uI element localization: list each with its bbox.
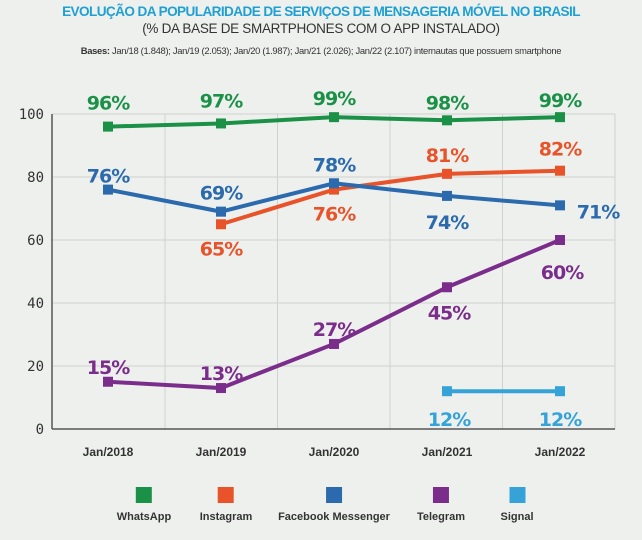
data-label: 76% xyxy=(87,166,130,188)
data-point-marker xyxy=(216,206,226,217)
data-label: 45% xyxy=(428,302,471,324)
legend-swatch xyxy=(433,487,449,503)
data-label: 60% xyxy=(541,262,584,284)
legend-label: Facebook Messenger xyxy=(278,511,390,523)
data-point-marker xyxy=(555,112,565,123)
data-label: 71% xyxy=(577,201,620,223)
data-point-marker xyxy=(216,383,226,394)
bases-text: Jan/18 (1.848); Jan/19 (2.053); Jan/20 (… xyxy=(109,45,562,56)
data-point-marker xyxy=(103,121,113,132)
data-point-marker xyxy=(329,112,339,123)
x-tick-label: Jan/2021 xyxy=(422,445,473,459)
data-point-marker xyxy=(442,386,452,397)
legend: WhatsApp Instagram Facebook Messenger Teleg… xyxy=(0,487,642,532)
legend-swatch xyxy=(135,487,152,503)
data-label: 99% xyxy=(313,88,356,110)
data-label: 81% xyxy=(426,145,469,167)
bases-label: Bases: xyxy=(80,45,110,56)
chart-subtitle: (% DA BASE DE SMARTPHONES COM O APP INST… xyxy=(142,21,500,36)
data-label: 74% xyxy=(426,212,469,234)
legend-swatch xyxy=(508,487,525,503)
chart-title: EVOLUÇÃO DA POPULARIDADE DE SERVIÇOS DE … xyxy=(62,4,580,19)
data-label: 65% xyxy=(200,238,243,260)
data-label: 98% xyxy=(426,92,469,114)
data-label: 69% xyxy=(200,183,243,205)
data-label: 76% xyxy=(313,204,356,226)
legend-swatch xyxy=(326,487,342,503)
y-tick-label: 20 xyxy=(27,359,44,375)
legend-item: Telegram xyxy=(417,487,465,523)
x-tick-label: Jan/2019 xyxy=(196,445,247,459)
legend-item: Instagram xyxy=(199,487,253,523)
data-point-marker xyxy=(555,165,565,176)
data-label: 99% xyxy=(539,90,582,112)
data-point-marker xyxy=(442,115,452,126)
y-tick-label: 40 xyxy=(27,296,44,312)
data-point-marker xyxy=(329,178,339,189)
data-point-marker xyxy=(555,386,565,397)
data-label: 12% xyxy=(539,409,582,431)
data-label: 13% xyxy=(200,363,243,385)
x-tick-label: Jan/2022 xyxy=(535,445,586,459)
y-tick-label: 60 xyxy=(27,233,44,249)
data-label: 96% xyxy=(87,93,130,115)
data-point-marker xyxy=(555,235,565,245)
y-tick-label: 80 xyxy=(27,170,44,186)
data-label: 97% xyxy=(200,90,243,112)
data-point-marker xyxy=(103,376,113,387)
line-chart: 0 20 40 60 80 100 Jan/2018 Jan/2019 Jan/2020 Jan/… xyxy=(19,88,621,459)
data-label: 27% xyxy=(313,319,356,341)
data-point-marker xyxy=(442,282,452,293)
data-point-marker xyxy=(442,168,452,179)
data-point-marker xyxy=(329,184,339,195)
legend-swatch xyxy=(217,487,234,503)
data-point-marker xyxy=(216,118,226,129)
data-label: 82% xyxy=(539,139,582,161)
legend-label: Signal xyxy=(500,511,534,523)
data-point-marker xyxy=(555,200,565,211)
legend-label: WhatsApp xyxy=(116,511,172,523)
y-tick-label: 100 xyxy=(19,107,44,123)
legend-item: Facebook Messenger xyxy=(278,487,390,523)
data-point-marker xyxy=(216,219,226,230)
data-point-marker xyxy=(103,184,113,195)
data-label: 12% xyxy=(428,409,471,431)
series-line-instagram xyxy=(220,168,561,227)
data-label: 78% xyxy=(313,154,356,176)
bases-note: Bases: Jan/18 (1.848); Jan/19 (2.053); J… xyxy=(0,45,642,56)
x-tick-label: Jan/2020 xyxy=(309,445,360,459)
data-label: 15% xyxy=(87,357,130,379)
data-point-marker xyxy=(329,338,339,349)
legend-label: Instagram xyxy=(199,511,253,523)
legend-label: Telegram xyxy=(416,511,466,523)
y-tick-label: 0 xyxy=(36,422,44,438)
x-tick-label: Jan/2018 xyxy=(83,445,134,459)
data-point-marker xyxy=(442,190,452,201)
legend-item: WhatsApp xyxy=(117,487,171,523)
legend-item: Signal xyxy=(500,487,534,523)
